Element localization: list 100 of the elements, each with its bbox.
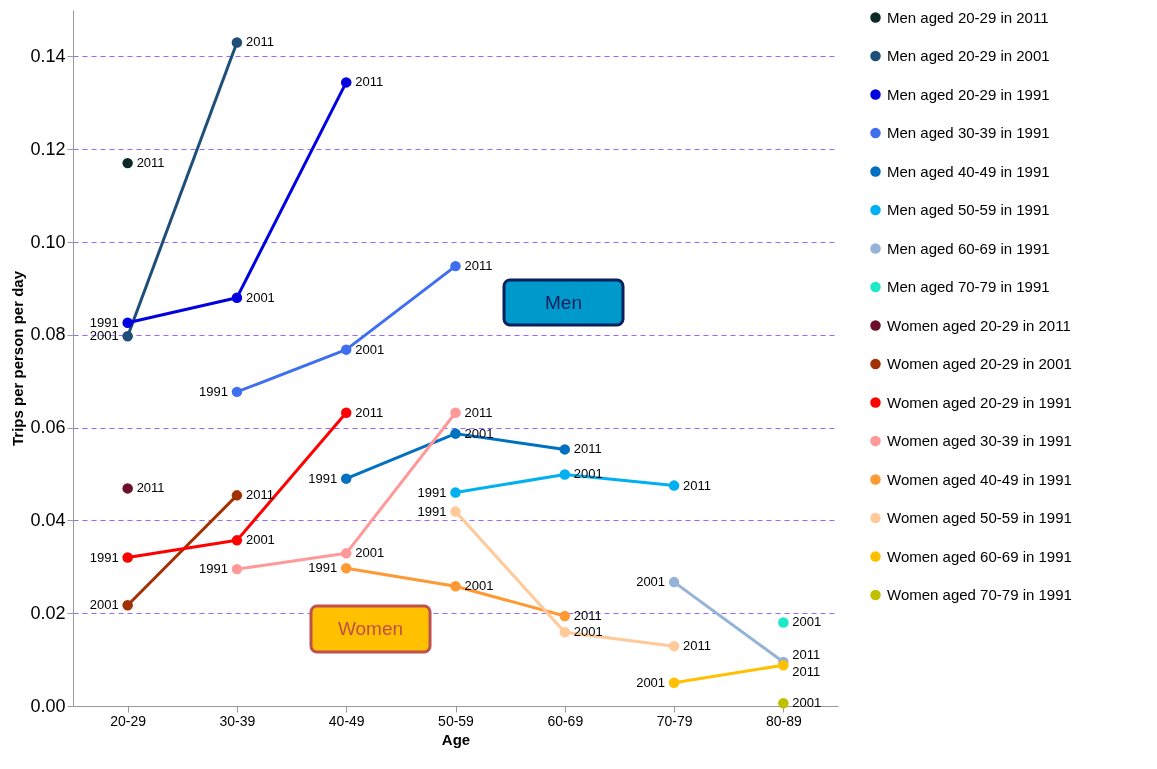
legend-label: Men aged 20-29 in 1991 [887,85,1050,103]
point [231,535,243,546]
legend-label: Women aged 60-69 in 1991 [887,547,1072,565]
annotation: 2011 [355,74,384,90]
annotation: 1991 [308,560,338,576]
annotation: 1991 [89,549,119,565]
annotation: 2001 [636,674,666,690]
annotation: 2001 [636,574,666,590]
x-axis-title: Age [441,730,471,748]
x-tick-label: 30-39 [219,712,256,729]
legend-label: Women aged 20-29 in 2011 [887,316,1071,334]
annotation: 2001 [464,578,494,594]
annotation: 2001 [245,532,275,548]
point [231,386,243,398]
label-box: Women [309,604,432,654]
point [778,697,789,709]
legend-label: Women aged 50-59 in 1991 [887,509,1072,526]
point [559,626,571,638]
point [668,480,680,491]
legend-label: Women aged 30-39 in 1991 [887,432,1072,449]
annotation: 1991 [89,314,119,330]
annotation: 2011 [792,664,821,680]
annotation: 1991 [199,561,228,577]
annotation: 2011 [355,404,384,420]
annotation: 1991 [308,470,338,486]
legend-label: Men aged 20-29 in 2001 [887,47,1050,64]
annotation: 2011 [245,34,274,50]
point [122,552,133,563]
annotation: 2011 [573,607,602,623]
annotation: 2001 [355,341,385,357]
annotation: 2001 [355,545,385,561]
annotation: 2001 [89,597,119,613]
annotation: Men [545,291,582,313]
legend-label: Men aged 70-79 in 1991 [887,278,1050,295]
legend-label: Women aged 70-79 in 1991 [887,586,1072,603]
y-tick-label: 0.04 [30,509,66,530]
legend-label: Men aged 40-49 in 1991 [887,162,1050,180]
x-tick-label: 70-79 [656,712,693,729]
point [340,548,352,559]
y-tick-label: 0.12 [30,138,66,159]
annotation: 2001 [245,289,275,305]
point [450,407,461,418]
y-tick-label: 0.08 [30,324,66,345]
annotation: 1991 [417,503,447,519]
point [231,563,243,575]
point [559,469,571,480]
legend-label: Men aged 50-59 in 1991 [887,201,1050,218]
point [122,600,133,611]
legend-label: Women aged 20-29 in 2001 [887,355,1072,372]
annotation: 2011 [464,258,493,274]
point [668,640,680,652]
y-tick-label: 0.02 [30,602,66,623]
annotation: 2001 [792,695,822,711]
y-tick-label: 0.06 [30,417,66,438]
y-tick-label: 0.14 [30,45,66,66]
legend-label: Women aged 20-29 in 1991 [887,393,1072,411]
y-tick-label: 0.10 [30,231,66,252]
point [340,77,352,88]
annotation: 2011 [792,646,821,662]
annotation: 2011 [683,477,712,493]
annotation: 2001 [792,614,822,630]
point [668,576,680,588]
legend-label: Men aged 60-69 in 1991 [887,239,1050,257]
x-tick-label: 40-49 [328,712,365,729]
annotation: 2011 [683,638,712,654]
point [122,330,133,342]
point [231,37,243,48]
point [450,428,461,439]
label-box: Men [502,278,625,327]
annotation: 2011 [464,404,493,420]
point [559,610,571,622]
point [340,407,352,418]
annotation: 2001 [573,624,603,640]
x-tick-label: 20-29 [110,712,147,729]
point [231,292,243,303]
legend-label: Men aged 30-39 in 1991 [887,124,1050,141]
point [231,490,243,501]
point [450,260,461,272]
point [340,562,352,574]
point [668,677,680,689]
point [778,617,789,628]
x-tick-label: 50-59 [438,712,475,729]
annotation: 2011 [245,487,274,503]
point [450,487,461,498]
point [122,317,133,328]
x-tick-label: 80-89 [765,712,802,729]
annotation: 2011 [573,441,602,457]
x-tick-label: 60-69 [547,712,584,729]
point [122,157,133,169]
point [450,506,461,517]
point [340,473,352,484]
y-tick-label: 0.00 [30,695,66,716]
y-axis-title: Trips per person per day [9,270,27,447]
point [559,444,571,455]
point [122,483,133,494]
annotation: 2001 [89,328,119,344]
annotation: 2011 [136,480,165,496]
legend-label: Men aged 20-29 in 2011 [887,8,1049,26]
point [340,344,352,355]
annotation: 1991 [199,383,228,399]
